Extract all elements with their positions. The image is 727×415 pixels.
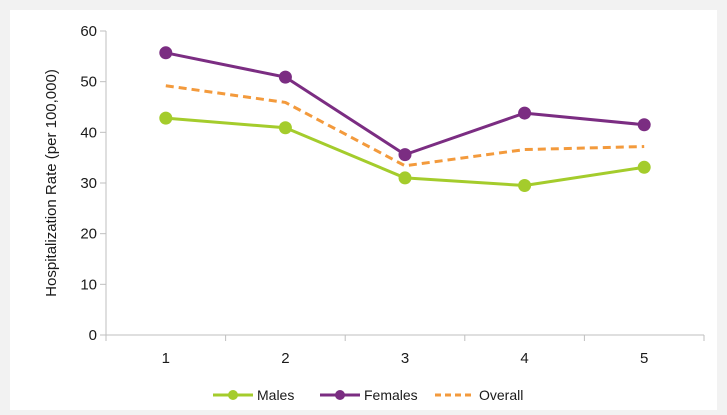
data-point-males bbox=[159, 111, 173, 125]
y-axis-title: Hospitalization Rate (per 100,000) bbox=[43, 69, 60, 297]
data-point-males bbox=[278, 121, 292, 135]
series-layer bbox=[159, 46, 651, 193]
chart-frame: 0 10 20 30 40 50 60 1 2 3 4 5 Hospitalization Rate … bbox=[10, 10, 717, 410]
y-tick-label: 50 bbox=[80, 74, 97, 91]
y-tick-label: 20 bbox=[80, 226, 97, 243]
legend-marker-females bbox=[335, 390, 345, 400]
legend-label-males: Males bbox=[257, 387, 294, 403]
data-point-females bbox=[637, 118, 651, 132]
legend-marker-males bbox=[228, 390, 238, 400]
y-tick-label: 10 bbox=[80, 276, 97, 293]
axes: 0 10 20 30 40 50 60 1 2 3 4 5 bbox=[80, 23, 705, 367]
line-chart: 0 10 20 30 40 50 60 1 2 3 4 5 Hospitalization Rate … bbox=[43, 23, 705, 403]
y-tick-label: 30 bbox=[80, 175, 97, 192]
x-tick-label: 5 bbox=[640, 350, 648, 367]
data-point-males bbox=[518, 179, 532, 193]
y-tick-label: 60 bbox=[80, 23, 97, 40]
series-line-overall bbox=[165, 84, 645, 168]
data-point-females bbox=[398, 148, 412, 162]
data-point-females bbox=[278, 70, 292, 84]
x-tick-label: 3 bbox=[401, 350, 409, 367]
x-tick-label: 4 bbox=[520, 350, 528, 367]
legend-label-females: Females bbox=[364, 387, 418, 403]
data-point-females bbox=[518, 106, 532, 120]
series-line-females bbox=[165, 51, 645, 157]
y-tick-label: 0 bbox=[89, 327, 97, 344]
data-point-females bbox=[159, 46, 173, 60]
x-tick-label: 1 bbox=[162, 350, 170, 367]
data-point-males bbox=[637, 160, 651, 174]
legend-label-overall: Overall bbox=[479, 387, 523, 403]
y-tick-label: 40 bbox=[80, 124, 97, 141]
legend: Males Females Overall bbox=[213, 387, 523, 403]
data-point-males bbox=[398, 171, 412, 185]
x-tick-label: 2 bbox=[281, 350, 289, 367]
